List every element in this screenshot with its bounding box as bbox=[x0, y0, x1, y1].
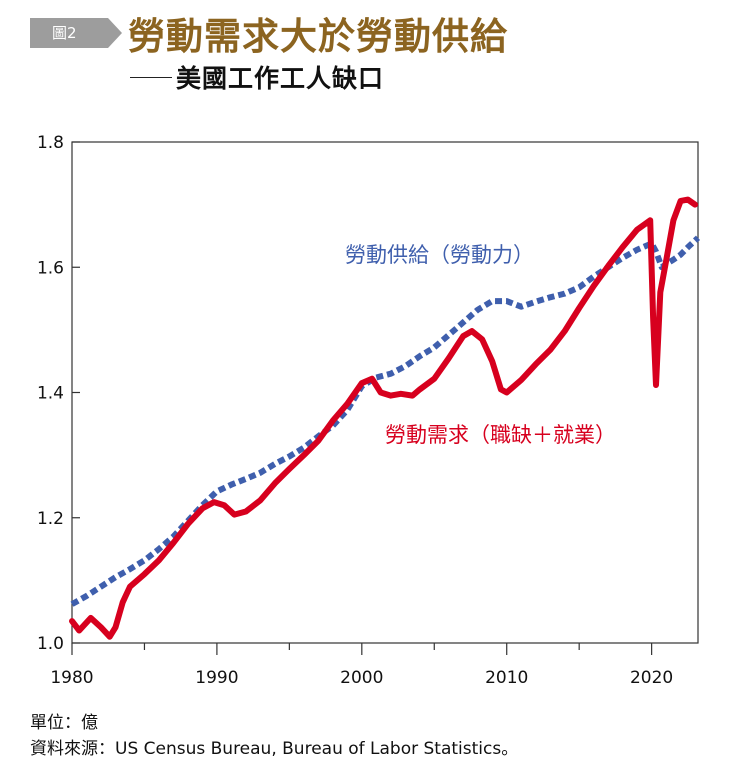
demand-series-line bbox=[69, 196, 699, 640]
unit-note: 單位：億 bbox=[30, 713, 98, 733]
x-tick-label: 1980 bbox=[50, 668, 93, 688]
subtitle-dash bbox=[130, 76, 172, 78]
demand-series-label: 勞動需求（職缺＋就業） bbox=[385, 423, 616, 447]
chart-subtitle: 美國工作工人缺口 bbox=[176, 64, 385, 93]
x-tick-label: 1990 bbox=[195, 668, 238, 688]
x-tick-label: 2010 bbox=[485, 668, 528, 688]
y-tick-label: 1.6 bbox=[37, 258, 64, 278]
figure-tag: 圖2 bbox=[30, 18, 108, 48]
supply-series-line bbox=[70, 235, 701, 607]
y-tick-label: 1.2 bbox=[37, 509, 64, 529]
y-tick-label: 1.0 bbox=[37, 634, 64, 654]
y-tick-label: 1.8 bbox=[37, 133, 64, 153]
chart-title: 勞動需求大於勞動供給 bbox=[128, 14, 508, 58]
subtitle-row: 美國工作工人缺口 bbox=[130, 60, 384, 94]
source-note: 資料來源：US Census Bureau, Bureau of Labor S… bbox=[30, 739, 519, 759]
figure-tag-arrow bbox=[108, 18, 122, 48]
x-tick-label: 2020 bbox=[630, 668, 673, 688]
x-tick-label: 2000 bbox=[340, 668, 383, 688]
series-group bbox=[69, 196, 701, 640]
axes: 1980 1990 2000 2010 2020 1.0 1.2 1.4 1.6 1.8 bbox=[37, 133, 673, 688]
y-tick-label: 1.4 bbox=[37, 384, 64, 404]
supply-series-label: 勞動供給（勞動力） bbox=[345, 243, 534, 267]
series-labels: 勞動供給（勞動力） 勞動需求（職缺＋就業） bbox=[345, 243, 616, 447]
